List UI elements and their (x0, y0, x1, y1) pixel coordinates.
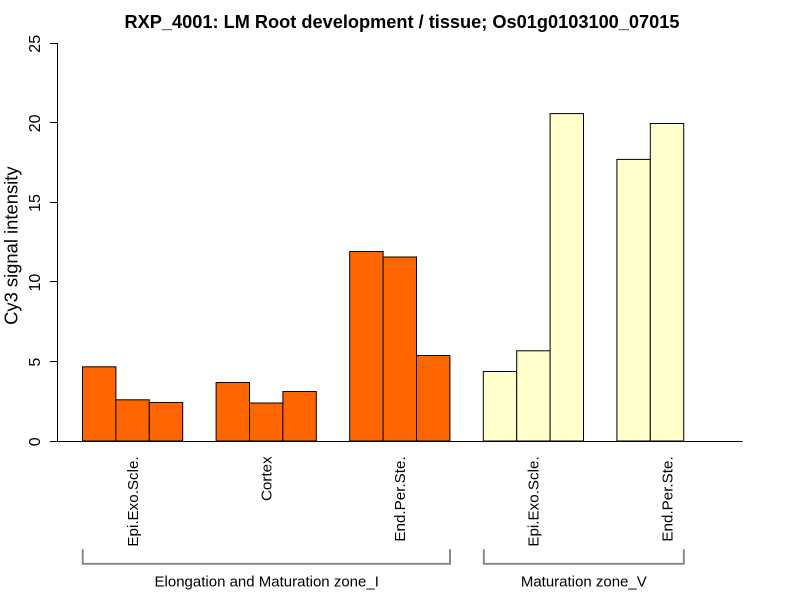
svg-text:Cy3 signal intensity: Cy3 signal intensity (0, 166, 21, 325)
svg-text:5: 5 (27, 358, 44, 367)
svg-text:Epi.Exo.Scle.: Epi.Exo.Scle. (125, 456, 142, 546)
svg-text:Epi.Exo.Scle.: Epi.Exo.Scle. (526, 456, 543, 546)
svg-text:End.Per.Ste.: End.Per.Ste. (392, 456, 409, 541)
svg-text:End.Per.Ste.: End.Per.Ste. (659, 456, 676, 541)
svg-text:25: 25 (27, 35, 44, 53)
svg-text:10: 10 (27, 274, 44, 292)
svg-text:0: 0 (27, 437, 44, 446)
svg-text:Maturation zone_V: Maturation zone_V (521, 574, 647, 591)
svg-text:15: 15 (27, 194, 44, 212)
svg-text:Elongation and Maturation zone: Elongation and Maturation zone_I (155, 574, 379, 591)
svg-text:RXP_4001: LM Root development: RXP_4001: LM Root development / tissue; … (125, 12, 680, 32)
svg-text:20: 20 (27, 114, 44, 132)
svg-text:Cortex: Cortex (259, 456, 276, 501)
